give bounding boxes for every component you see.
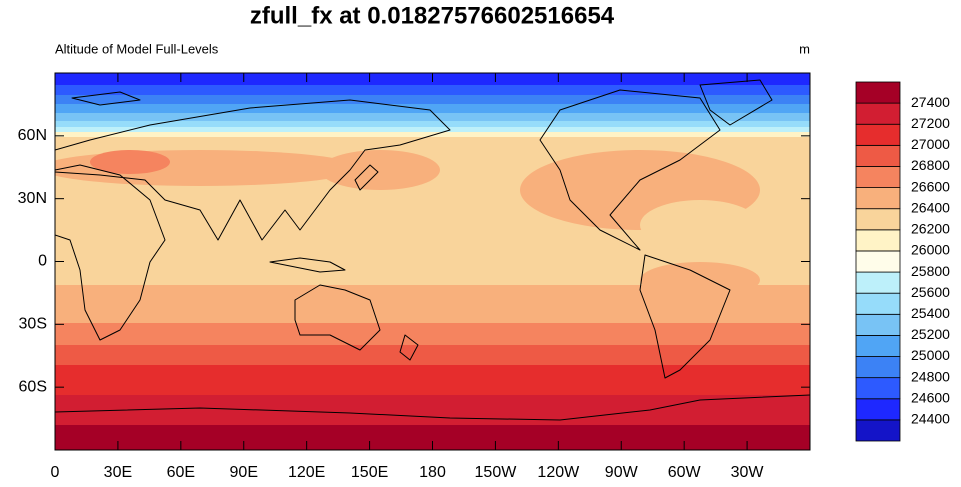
contour-band [55, 127, 810, 132]
x-tick-label: 150W [475, 464, 518, 481]
contour-band [55, 323, 810, 345]
contour-band [640, 262, 760, 298]
contour-band [55, 132, 810, 137]
y-tick-label: 60S [19, 378, 47, 395]
contour-band [640, 200, 760, 250]
y-tick-label: 60N [18, 127, 47, 144]
x-tick-label: 90W [605, 464, 639, 481]
contour-band [55, 345, 810, 365]
y-tick-label: 30S [19, 316, 47, 333]
colorbar-box [855, 229, 901, 252]
y-tick-label: 0 [38, 253, 47, 270]
colorbar-box [855, 335, 901, 357]
x-tick-label: 120E [288, 464, 325, 481]
colorbar-label: 26200 [911, 221, 950, 237]
colorbar-label: 25000 [911, 347, 950, 363]
contour-band [55, 121, 810, 127]
x-tick-label: 90E [230, 464, 258, 481]
colorbar-box [855, 377, 901, 400]
contour-band [55, 104, 810, 113]
colorbar-box [855, 250, 901, 273]
contour-field [55, 73, 810, 450]
contour-band [55, 365, 810, 395]
subtitle-left: Altitude of Model Full-Levels [55, 41, 219, 56]
contour-band [90, 150, 170, 174]
colorbar-label: 26000 [911, 242, 950, 258]
colorbar-box [855, 419, 901, 442]
colorbar-label: 27200 [911, 115, 950, 131]
colorbar-label: 24400 [911, 411, 950, 427]
x-tick-label: 30W [731, 464, 765, 481]
colorbar-box [855, 271, 901, 294]
colorbar-label: 27000 [911, 136, 950, 152]
colorbar-label: 24600 [911, 389, 950, 405]
colorbar-box [855, 356, 901, 379]
contour-band [55, 95, 810, 104]
colorbar-box [855, 166, 901, 188]
colorbar-label: 24800 [911, 368, 950, 384]
x-tick-label: 150E [351, 464, 388, 481]
x-tick-label: 30E [104, 464, 132, 481]
colorbar-box [855, 102, 901, 125]
colorbar-box [855, 313, 901, 336]
colorbar-label: 25200 [911, 326, 950, 342]
colorbar-label: 26400 [911, 199, 950, 215]
contour-band [55, 395, 810, 425]
colorbar-label: 26600 [911, 178, 950, 194]
subtitle-right: m [799, 41, 810, 56]
colorbar-box [855, 144, 901, 167]
colorbar-label: 26800 [911, 157, 950, 173]
contour-band [55, 85, 810, 95]
coastlines [55, 79, 810, 421]
y-tick-label: 30N [18, 190, 47, 207]
colorbar-label: 25800 [911, 263, 950, 279]
colorbar-box [855, 208, 901, 231]
colorbar-box [855, 187, 901, 210]
colorbar-box [855, 81, 901, 104]
colorbar-box [855, 123, 901, 146]
colorbar-box [855, 398, 901, 421]
contour-band [320, 150, 440, 190]
x-tick-label: 60E [167, 464, 195, 481]
colorbar-box [855, 292, 901, 315]
x-tick-label: 0 [51, 464, 60, 481]
chart-title: zfull_fx at 0.01827576602516654 [250, 2, 615, 29]
colorbar-label: 25600 [911, 284, 950, 300]
x-tick-label: 120W [537, 464, 580, 481]
contour-band [55, 113, 810, 121]
x-tick-label: 60W [668, 464, 702, 481]
contour-band [55, 150, 360, 186]
colorbar-label: 27400 [911, 94, 950, 110]
colorbar-label: 25400 [911, 305, 950, 321]
x-tick-label: 180 [419, 464, 446, 481]
